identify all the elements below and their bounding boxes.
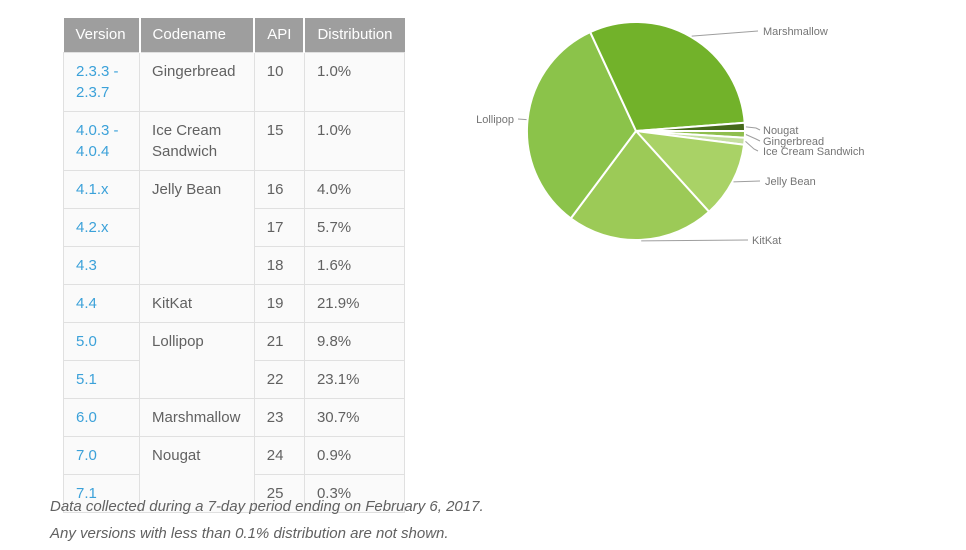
api-cell: 22 (253, 359, 305, 399)
distribution-cell: 30.7% (303, 397, 406, 437)
version-link[interactable]: 4.1.x (76, 180, 109, 198)
distribution-cell: 1.0% (303, 51, 406, 112)
table-row: 4.3 18 1.6% (62, 245, 406, 285)
version-link[interactable]: 7.0 (76, 446, 97, 464)
pie-label-jelly-bean: Jelly Bean (765, 176, 816, 188)
pie-slice-lollipop[interactable] (525, 31, 637, 220)
pie-label-lollipop: Lollipop (476, 114, 514, 126)
distribution-cell: 1.0% (303, 110, 406, 171)
version-cell: 5.0 (62, 321, 141, 361)
distribution-cell: 1.6% (303, 245, 406, 285)
api-cell: 25 (253, 473, 305, 513)
version-link[interactable]: 4.2.x (76, 218, 109, 236)
pie-callout-line-ice-cream-sandwich (745, 141, 759, 152)
version-cell: 7.1 (62, 473, 141, 513)
pie-label-marshmallow: Marshmallow (763, 26, 828, 38)
table-row: 6.0 Marshmallow 23 30.7% (62, 397, 406, 437)
table-header-row: Version Codename API Distribution (63, 18, 405, 52)
version-cell: 5.1 (62, 359, 141, 399)
version-cell: 7.0 (62, 435, 141, 475)
table-row: 7.0 Nougat 24 0.9% (62, 435, 406, 513)
api-cell: 10 (253, 51, 305, 112)
header-codename: Codename (139, 18, 256, 52)
header-api: API (254, 18, 306, 52)
codename-cell: Marshmallow (139, 397, 255, 437)
version-link[interactable]: 4.0.3 - 4.0.4 (76, 121, 119, 160)
distribution-cell: 0.3% (303, 473, 406, 513)
api-cell: 21 (253, 321, 305, 361)
table-row: 4.0.3 - 4.0.4 Ice Cream Sandwich 15 1.0% (62, 110, 406, 171)
pie-callout-line-gingerbread (745, 134, 761, 142)
pie-callout-line-marshmallow (691, 30, 759, 37)
pie-label-gingerbread: Gingerbread (763, 136, 824, 148)
api-cell: 17 (253, 207, 305, 247)
pie-callout-line-kitkat (641, 239, 749, 242)
footnote-line-2: Any versions with less than 0.1% distrib… (50, 525, 449, 542)
table-row: 4.1.x Jelly Bean 16 4.0% (62, 169, 406, 285)
distribution-cell: 23.1% (303, 359, 406, 399)
table-row: 4.2.x 17 5.7% (62, 207, 406, 247)
version-link[interactable]: 5.0 (76, 332, 97, 350)
pie-label-kitkat: KitKat (752, 235, 781, 247)
distribution-cell: 4.0% (303, 169, 406, 209)
api-cell: 18 (253, 245, 305, 285)
pie-slice-nougat[interactable] (635, 121, 747, 132)
table-row: 2.3.3 - 2.3.7 Gingerbread 10 1.0% (62, 51, 406, 112)
distribution-cell: 21.9% (303, 283, 406, 323)
pie-label-ice-cream-sandwich: Ice Cream Sandwich (763, 146, 865, 158)
table-row: 5.1 22 23.1% (62, 359, 406, 399)
version-cell: 4.1.x (62, 169, 141, 209)
pie-callout-line-lollipop (517, 118, 527, 121)
pie-callout-line-nougat (745, 126, 761, 131)
distribution-cell: 9.8% (303, 321, 406, 361)
table-row: 7.1 25 0.3% (62, 473, 406, 513)
codename-cell: Nougat (139, 435, 255, 513)
codename-cell: Ice Cream Sandwich (139, 110, 255, 171)
header-version: Version (63, 18, 141, 52)
codename-cell: Lollipop (139, 321, 255, 399)
version-cell: 2.3.3 - 2.3.7 (62, 51, 141, 112)
version-cell: 6.0 (62, 397, 141, 437)
codename-cell: Gingerbread (139, 51, 255, 112)
header-distribution: Distribution (304, 18, 405, 52)
pie-label-nougat: Nougat (763, 125, 798, 137)
footnote: Data collected during a 7-day period end… (50, 493, 484, 547)
version-cell: 4.3 (62, 245, 141, 285)
api-cell: 15 (253, 110, 305, 171)
version-cell: 4.0.3 - 4.0.4 (62, 110, 141, 171)
pie-slice-kitkat[interactable] (569, 130, 711, 241)
version-link[interactable]: 7.1 (76, 484, 97, 502)
api-cell: 23 (253, 397, 305, 437)
table-row: 4.4 KitKat 19 21.9% (62, 283, 406, 323)
version-distribution-table: Version Codename API Distribution 2.3.3 … (62, 18, 406, 513)
codename-cell: Jelly Bean (139, 169, 255, 285)
table-row: 5.0 Lollipop 21 9.8% (62, 321, 406, 399)
version-link[interactable]: 4.3 (76, 256, 97, 274)
version-link[interactable]: 6.0 (76, 408, 97, 426)
api-cell: 16 (253, 169, 305, 209)
pie-slice-jelly-bean[interactable] (635, 130, 746, 213)
pie-callout-line-jelly-bean (733, 180, 761, 183)
version-link[interactable]: 4.4 (76, 294, 97, 312)
distribution-cell: 5.7% (303, 207, 406, 247)
distribution-cell: 0.9% (303, 435, 406, 475)
api-cell: 24 (253, 435, 305, 475)
api-cell: 19 (253, 283, 305, 323)
pie-slice-marshmallow[interactable] (589, 21, 746, 132)
version-cell: 4.4 (62, 283, 141, 323)
version-link[interactable]: 5.1 (76, 370, 97, 388)
codename-cell: KitKat (139, 283, 255, 323)
footnote-line-1: Data collected during a 7-day period end… (50, 498, 484, 515)
distribution-pie-chart: Gingerbread Ice Cream Sandwich Jelly Bean K… (460, 0, 966, 280)
version-link[interactable]: 2.3.3 - 2.3.7 (76, 62, 119, 101)
version-cell: 4.2.x (62, 207, 141, 247)
